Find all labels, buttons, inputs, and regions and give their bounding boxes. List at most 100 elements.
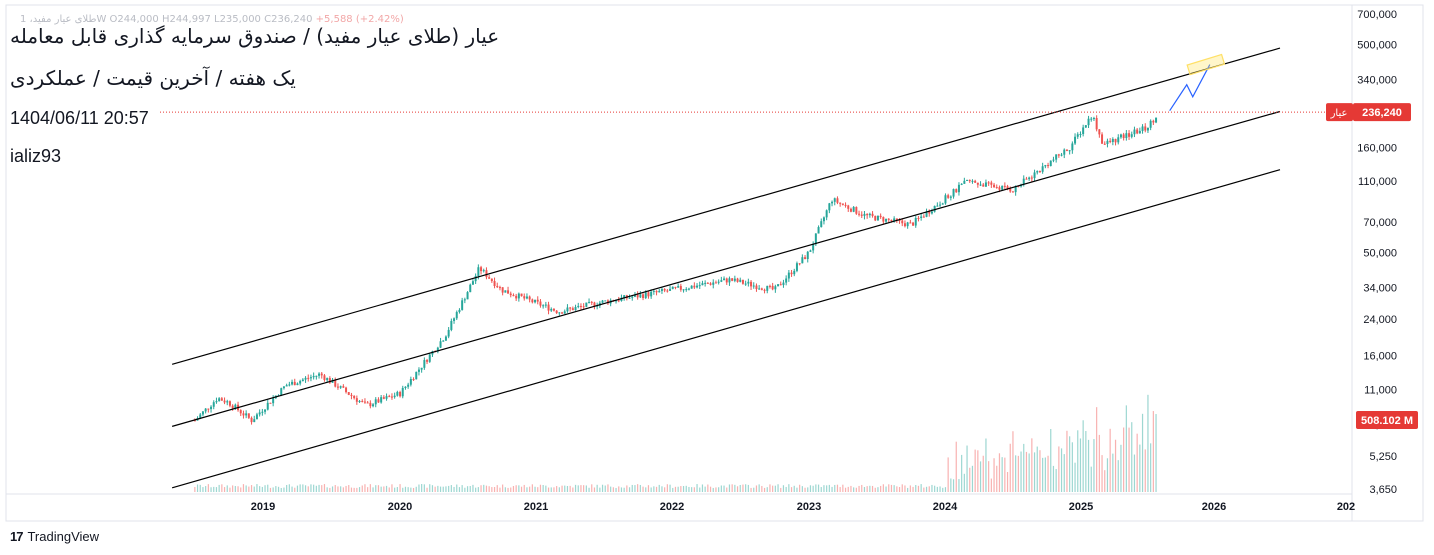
candle-body	[1090, 118, 1093, 120]
last-price-badge	[1353, 103, 1411, 122]
volume-bar	[666, 484, 668, 492]
volume-bar	[475, 487, 477, 492]
candle-body	[993, 184, 996, 188]
volume-bar	[936, 486, 938, 492]
volume-bar	[950, 478, 952, 492]
candle-body	[1111, 138, 1114, 142]
candle-body	[436, 347, 439, 352]
candle-body	[498, 287, 501, 289]
candle-body	[555, 310, 558, 314]
candle-body	[903, 223, 906, 227]
candle-body	[569, 307, 572, 309]
candles	[193, 115, 1158, 425]
target-box[interactable]	[1186, 53, 1226, 76]
candle-body	[228, 401, 231, 406]
volume-bar	[423, 484, 425, 492]
volume-bar	[998, 453, 1001, 492]
volume-bar	[340, 486, 342, 492]
candle-body	[949, 196, 952, 198]
candle-body	[639, 294, 642, 298]
volume-bars	[194, 394, 1157, 492]
volume-bar	[286, 484, 288, 492]
candle-body	[415, 371, 418, 380]
candle-body	[1149, 120, 1152, 128]
candle-body	[663, 289, 666, 291]
candle-body	[531, 299, 534, 303]
volume-bar	[763, 487, 766, 492]
candle-body	[874, 215, 877, 221]
volume-bar	[842, 484, 844, 492]
volume-bar	[1087, 439, 1090, 492]
channel-line-lower[interactable]	[171, 169, 1281, 489]
volume-bar	[817, 484, 820, 492]
candle-body	[879, 215, 882, 218]
candle-body	[512, 295, 515, 297]
channel-line-upper[interactable]	[171, 47, 1281, 365]
candle-body	[1146, 127, 1149, 131]
volume-bar	[739, 484, 741, 492]
candle-body	[442, 340, 445, 342]
time-tick-label: 2025	[1069, 501, 1093, 513]
candle-body	[747, 281, 750, 284]
volume-bar	[248, 486, 250, 492]
volume-bar	[674, 486, 677, 492]
projection-line[interactable]	[1169, 64, 1211, 112]
volume-bar	[321, 485, 323, 492]
price-tick-label: 500,000	[1357, 39, 1397, 51]
candle-body	[417, 369, 420, 372]
volume-bar	[753, 487, 755, 492]
time-tick-label: 2026	[1202, 501, 1226, 513]
volume-bar	[907, 487, 909, 492]
volume-bar	[736, 486, 739, 492]
low-value: L235,000	[214, 14, 261, 25]
candle-body	[744, 283, 747, 285]
volume-bar	[647, 485, 650, 492]
volume-bar	[267, 484, 269, 492]
candle-body	[809, 250, 812, 252]
candle-body	[717, 281, 720, 283]
volume-bar	[299, 484, 301, 492]
time-axis: 2019 2020 2021 2022 2023 2024 2025 2026 202	[251, 501, 1355, 513]
candle-body	[423, 360, 426, 368]
volume-bar	[1128, 427, 1130, 492]
candle-body	[615, 300, 618, 302]
volume-bar	[858, 485, 860, 492]
volume-bar	[785, 486, 787, 492]
candle-body	[342, 386, 345, 388]
volume-bar	[788, 484, 790, 492]
candle-body	[361, 400, 364, 402]
candle-body	[1060, 154, 1063, 156]
volume-bar	[1060, 448, 1063, 492]
candle-body	[682, 289, 685, 291]
candle-body	[1155, 117, 1158, 123]
candle-body	[523, 296, 526, 299]
volume-bar	[599, 487, 601, 492]
candle-body	[218, 398, 221, 402]
candle-body	[444, 336, 447, 341]
volume-bar	[547, 487, 550, 492]
channel-line-middle[interactable]	[171, 110, 1281, 427]
candle-body	[1076, 134, 1079, 137]
candle-body	[204, 408, 207, 412]
volume-bar	[979, 461, 982, 492]
candle-body	[493, 281, 496, 287]
tradingview-brand[interactable]: 17 TradingView	[10, 529, 99, 544]
volume-bar	[801, 486, 803, 492]
candle-body	[604, 300, 607, 302]
volume-bar	[820, 487, 822, 492]
volume-bar	[1098, 434, 1100, 492]
volume-bar	[925, 486, 928, 492]
candle-body	[382, 397, 385, 399]
candle-body	[790, 272, 793, 275]
chart-subtitle: یک هفته / آخرین قیمت / عملکردی	[10, 66, 296, 90]
candle-body	[220, 398, 223, 401]
candle-body	[858, 213, 861, 215]
candle-body	[693, 285, 696, 288]
volume-bar	[323, 484, 326, 492]
volume-bar	[1050, 429, 1052, 492]
volume-bar	[812, 485, 814, 492]
candle-body	[377, 399, 380, 403]
volume-bar	[623, 487, 625, 492]
